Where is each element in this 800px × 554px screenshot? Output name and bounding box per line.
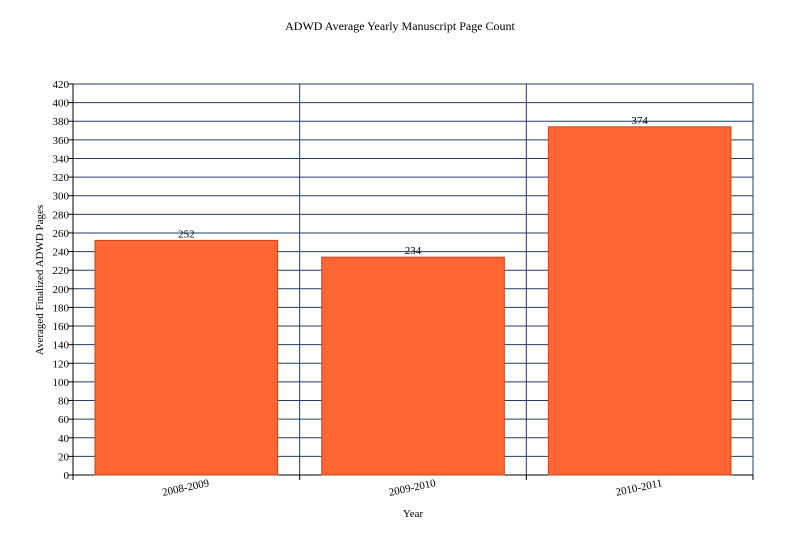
y-tick-label: 80 [58, 396, 70, 408]
y-tick-label: 180 [53, 302, 70, 314]
y-tick-label: 320 [53, 172, 70, 184]
y-tick-label: 60 [58, 414, 70, 426]
x-tick-label: 2008-2009 [161, 477, 211, 499]
y-tick-label: 260 [53, 228, 70, 240]
y-tick-label: 400 [53, 98, 70, 110]
x-tick-label: 2009-2010 [388, 477, 438, 499]
y-axis-title: Averaged Finalized ADWD Pages [34, 205, 46, 355]
y-tick-label: 20 [58, 451, 70, 463]
bar-2008-2009 [94, 239, 279, 476]
y-tick-label: 360 [53, 135, 70, 147]
y-tick-label: 40 [58, 433, 70, 445]
y-tick-label: 160 [53, 321, 70, 333]
x-axis-title: Year [403, 508, 424, 520]
y-tick-label: 240 [53, 247, 70, 259]
y-tick-label: 120 [53, 358, 70, 370]
y-tick-label: 420 [53, 79, 70, 91]
y-tick-label: 140 [53, 340, 70, 352]
y-tick-label: 340 [53, 153, 70, 165]
y-tick-label: 0 [64, 470, 70, 482]
y-tick-label: 280 [53, 209, 70, 221]
y-tick-label: 220 [53, 265, 70, 277]
y-tick-label: 300 [53, 191, 70, 203]
y-tick-label: 100 [53, 377, 70, 389]
y-tick-label: 380 [53, 116, 70, 128]
data-label: 252 [178, 228, 195, 240]
chart-title: ADWD Average Yearly Manuscript Page Coun… [285, 19, 515, 33]
data-label: 234 [405, 245, 422, 257]
bar-2010-2011 [547, 126, 732, 476]
plot-area: 0 20 40 60 80 100 120 140 160 180 200 220 240 260 280 3… [53, 79, 754, 499]
bar-2009-2010 [321, 256, 505, 476]
data-label: 374 [631, 115, 648, 127]
y-tick-label: 200 [53, 284, 70, 296]
x-tick-label: 2010-2011 [615, 477, 664, 499]
